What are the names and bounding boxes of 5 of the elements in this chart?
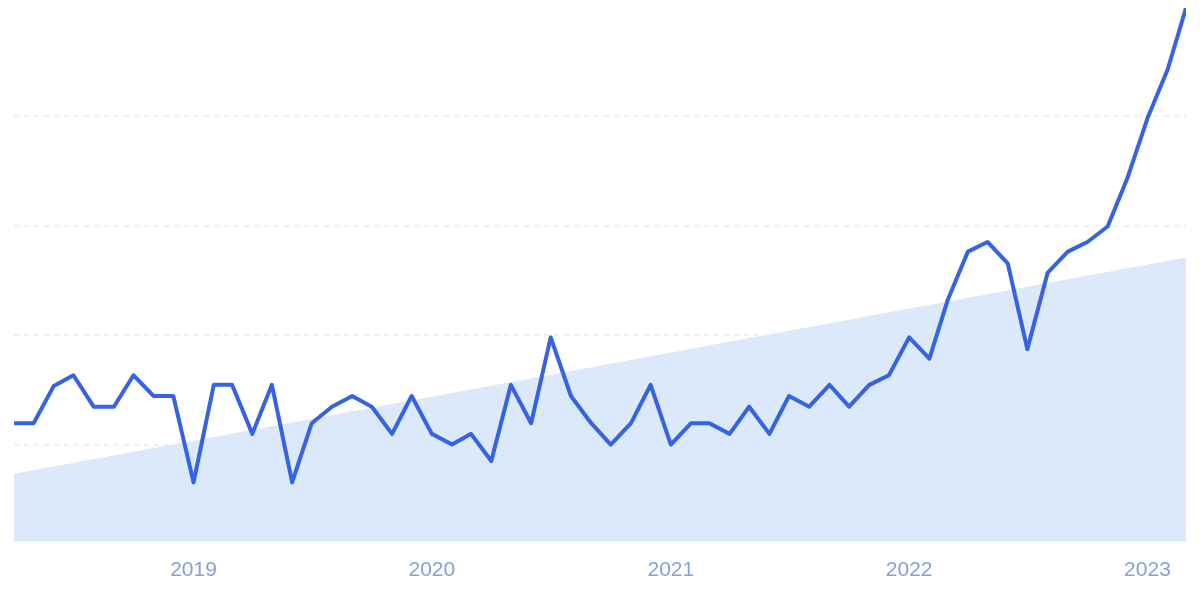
x-tick-label: 2020 <box>408 556 456 580</box>
x-tick-label: 2022 <box>885 556 933 580</box>
x-tick-label: 2019 <box>170 556 217 580</box>
x-tick-label: 2021 <box>647 556 695 580</box>
x-tick-label: 2023 <box>1124 556 1171 580</box>
